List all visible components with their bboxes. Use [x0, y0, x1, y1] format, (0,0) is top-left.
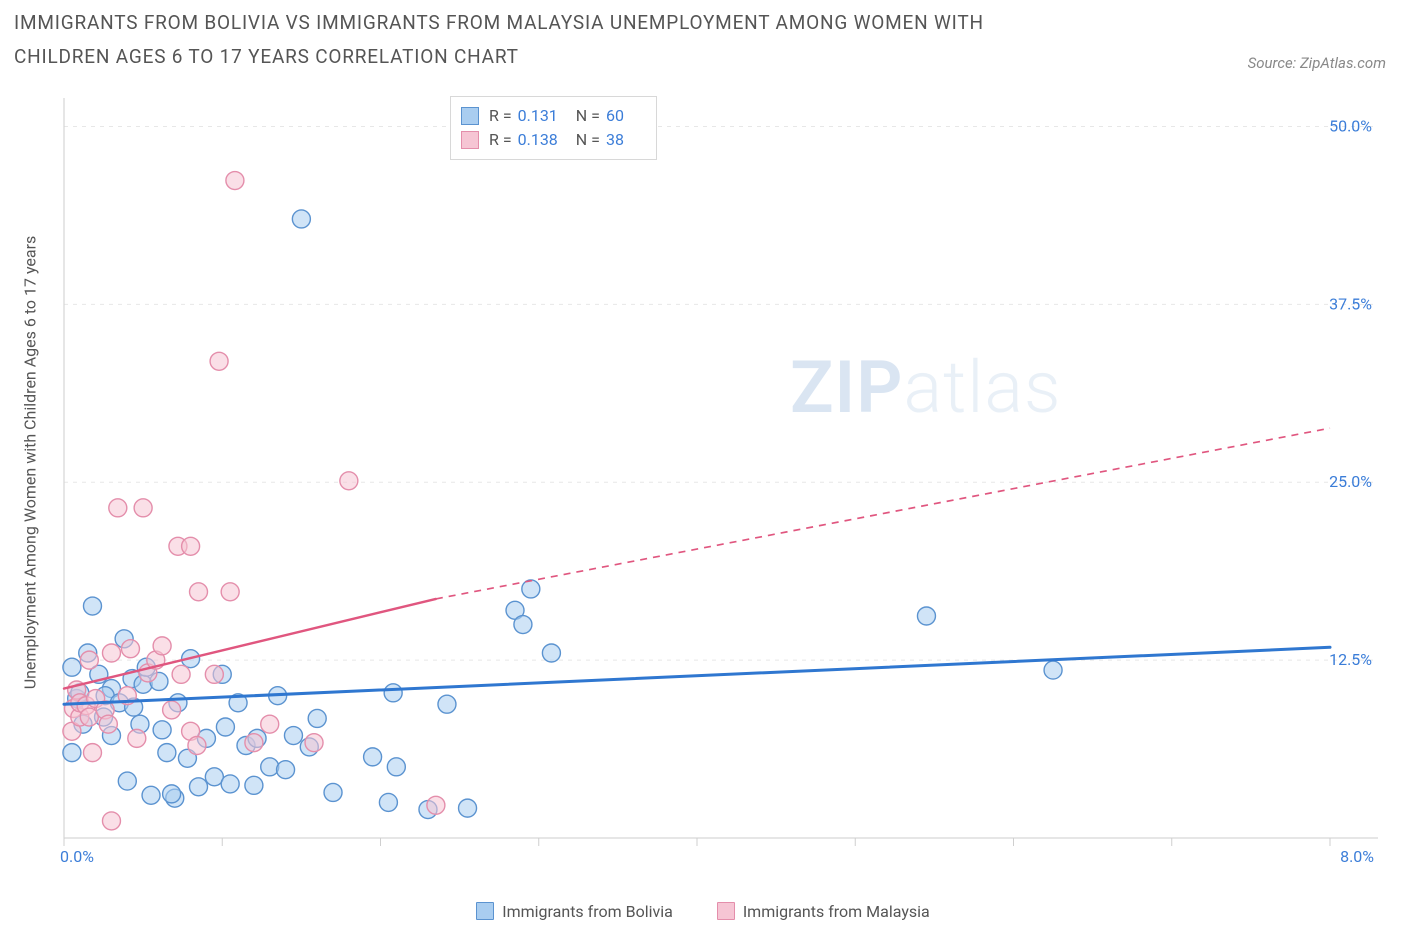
x-tick-label: 8.0%: [1340, 847, 1374, 866]
y-tick-label: 37.5%: [1329, 294, 1372, 313]
data-point-malaysia: [340, 472, 358, 490]
data-point-bolivia: [917, 607, 935, 625]
chart-container: 12.5% 25.0% 37.5% 50.0% 0.0% 8.0%: [56, 92, 1378, 866]
data-point-bolivia: [163, 785, 181, 803]
data-point-bolivia: [292, 210, 310, 228]
r-value: 0.131: [518, 104, 558, 128]
y-tick-label: 12.5%: [1329, 650, 1372, 669]
data-point-malaysia: [226, 172, 244, 190]
data-point-malaysia: [109, 499, 127, 517]
scatter-plot: 12.5% 25.0% 37.5% 50.0% 0.0% 8.0%: [56, 92, 1378, 866]
data-point-bolivia: [1044, 661, 1062, 679]
data-point-bolivia: [190, 778, 208, 796]
data-point-malaysia: [121, 640, 139, 658]
header: IMMIGRANTS FROM BOLIVIA VS IMMIGRANTS FR…: [14, 6, 1386, 86]
y-axis-label: Unemployment Among Women with Children A…: [18, 92, 42, 832]
r-value: 0.138: [518, 128, 558, 152]
legend-label: Immigrants from Bolivia: [502, 902, 673, 921]
data-point-bolivia: [284, 727, 302, 745]
data-point-bolivia: [379, 793, 397, 811]
data-point-bolivia: [118, 772, 136, 790]
data-point-malaysia: [134, 499, 152, 517]
r-label: R =: [489, 104, 512, 128]
data-point-bolivia: [438, 695, 456, 713]
n-value: 38: [606, 128, 624, 152]
n-label: N =: [576, 104, 600, 128]
data-point-bolivia: [261, 758, 279, 776]
data-point-bolivia: [216, 718, 234, 736]
data-point-bolivia: [542, 644, 560, 662]
y-tick-label: 25.0%: [1329, 472, 1372, 491]
legend-swatch: [461, 131, 479, 149]
data-point-malaysia: [182, 537, 200, 555]
data-point-bolivia: [308, 709, 326, 727]
x-tick-label: 0.0%: [60, 847, 94, 866]
stats-row-malaysia: R = 0.138 N =38: [461, 128, 642, 152]
legend-swatch: [717, 902, 735, 920]
n-label: N =: [576, 128, 600, 152]
legend-swatch: [476, 902, 494, 920]
data-point-malaysia: [153, 637, 171, 655]
data-point-bolivia: [324, 783, 342, 801]
data-point-bolivia: [514, 616, 532, 634]
data-point-malaysia: [261, 715, 279, 733]
n-value: 60: [606, 104, 624, 128]
data-point-malaysia: [128, 729, 146, 747]
regression-extrapolation-malaysia: [436, 428, 1330, 599]
r-label: R =: [489, 128, 512, 152]
data-point-bolivia: [245, 776, 263, 794]
data-point-malaysia: [102, 812, 120, 830]
data-point-malaysia: [80, 651, 98, 669]
data-point-bolivia: [364, 748, 382, 766]
legend-item-bolivia: Immigrants from Bolivia: [476, 902, 673, 921]
data-point-malaysia: [305, 734, 323, 752]
data-point-bolivia: [522, 580, 540, 598]
y-tick-label: 50.0%: [1329, 116, 1372, 135]
legend-swatch: [461, 107, 479, 125]
data-point-malaysia: [427, 796, 445, 814]
legend-label: Immigrants from Malaysia: [743, 902, 930, 921]
data-point-bolivia: [83, 597, 101, 615]
data-point-bolivia: [142, 786, 160, 804]
stats-legend: R = 0.131 N =60 R = 0.138 N =38: [450, 96, 657, 160]
legend-item-malaysia: Immigrants from Malaysia: [717, 902, 930, 921]
data-point-bolivia: [277, 761, 295, 779]
data-point-bolivia: [459, 799, 477, 817]
data-point-bolivia: [221, 775, 239, 793]
data-point-bolivia: [63, 658, 81, 676]
data-point-bolivia: [63, 744, 81, 762]
data-point-malaysia: [188, 737, 206, 755]
regression-line-bolivia: [64, 647, 1330, 704]
stats-row-bolivia: R = 0.131 N =60: [461, 104, 642, 128]
data-point-bolivia: [387, 758, 405, 776]
data-point-malaysia: [163, 701, 181, 719]
data-point-malaysia: [83, 744, 101, 762]
data-point-malaysia: [190, 583, 208, 601]
data-point-malaysia: [221, 583, 239, 601]
data-point-bolivia: [158, 744, 176, 762]
series-legend: Immigrants from Bolivia Immigrants from M…: [0, 902, 1406, 925]
chart-title: IMMIGRANTS FROM BOLIVIA VS IMMIGRANTS FR…: [14, 6, 1074, 74]
data-point-malaysia: [102, 644, 120, 662]
data-point-malaysia: [172, 665, 190, 683]
source-label: Source: ZipAtlas.com: [1248, 54, 1386, 72]
data-point-malaysia: [205, 665, 223, 683]
data-point-bolivia: [153, 721, 171, 739]
data-point-malaysia: [99, 715, 117, 733]
data-point-malaysia: [245, 734, 263, 752]
data-point-bolivia: [384, 684, 402, 702]
data-point-malaysia: [210, 352, 228, 370]
